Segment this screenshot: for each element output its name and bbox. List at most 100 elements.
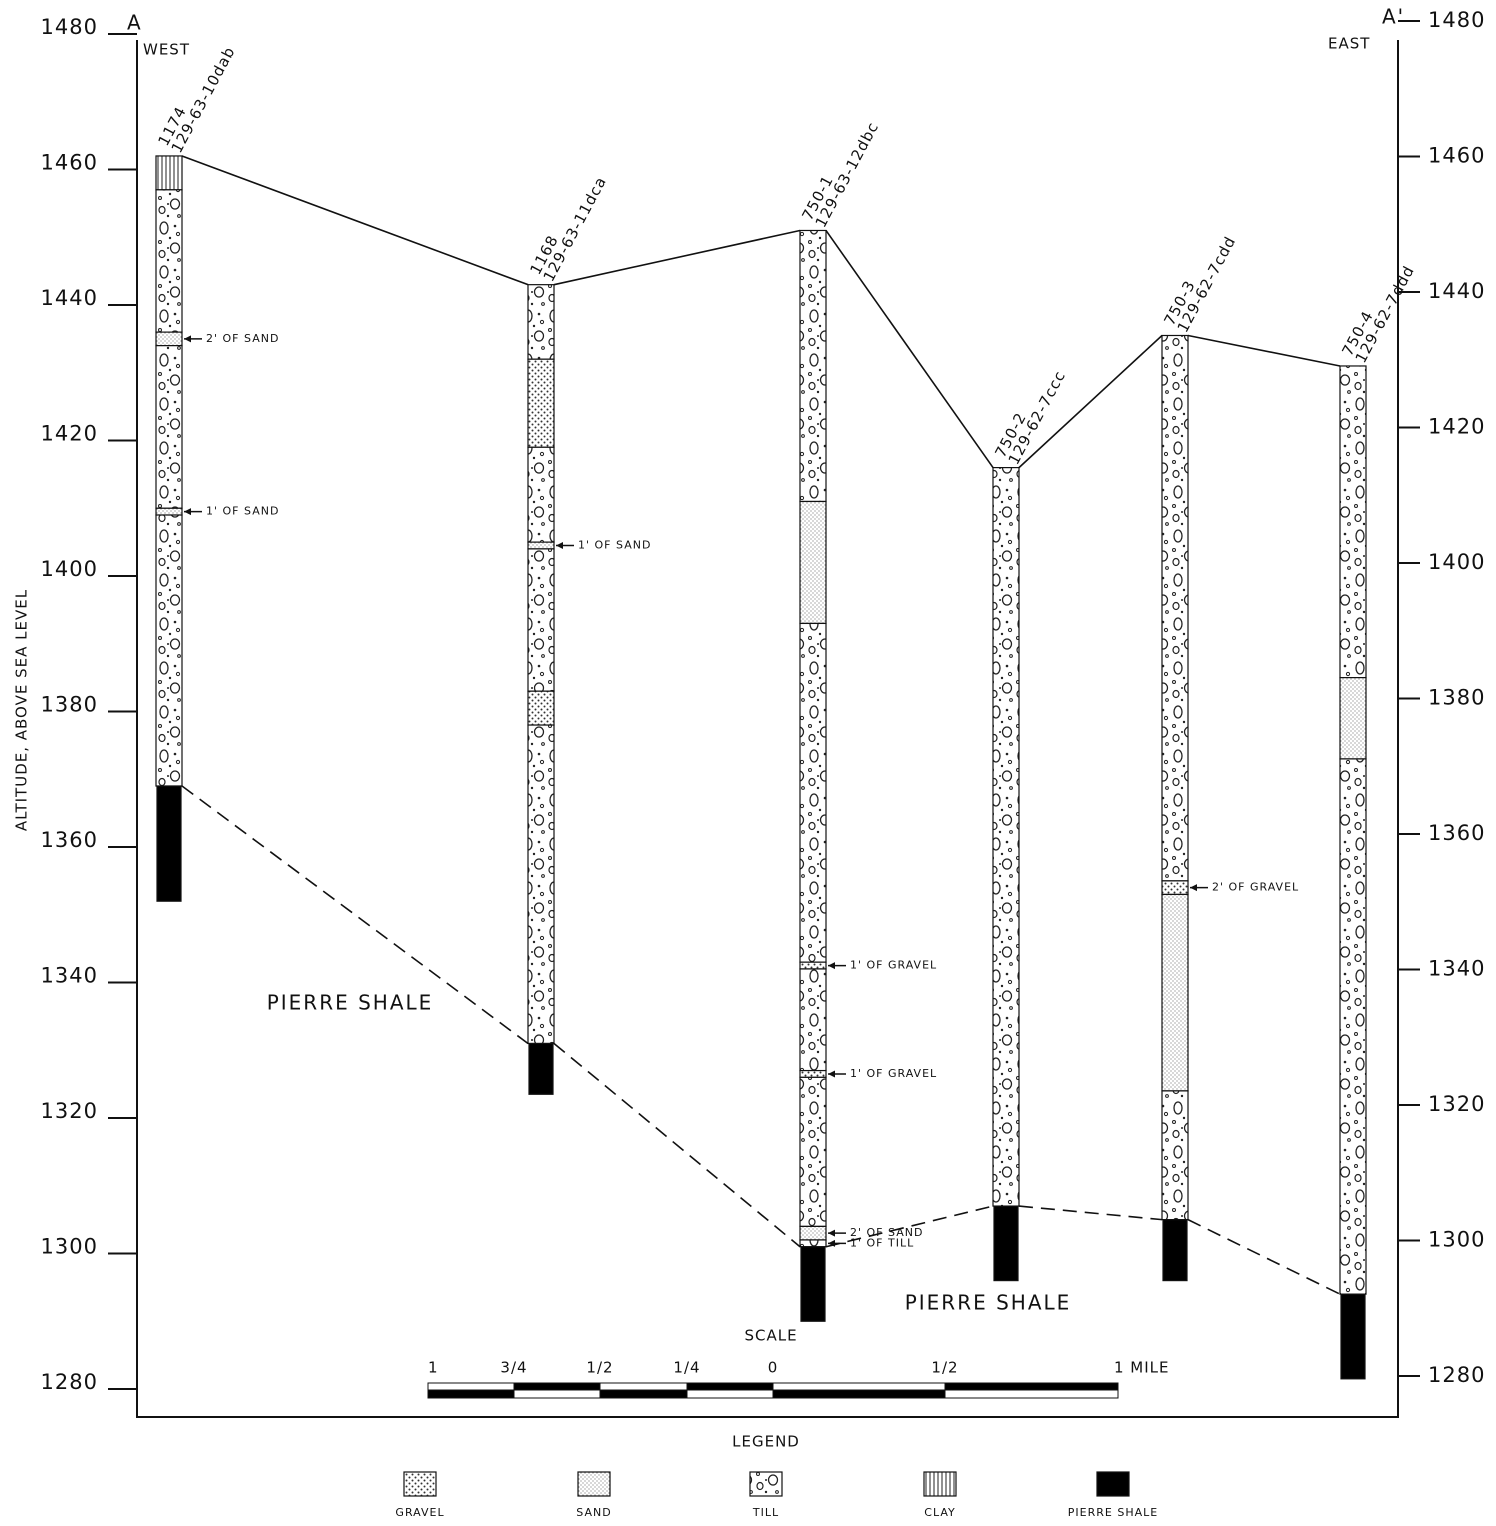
scale-label: 1/2: [586, 1359, 613, 1377]
shale-contact-line: [1188, 1220, 1340, 1295]
layer-till: [1162, 335, 1188, 880]
tick-label: 1480: [41, 15, 98, 39]
tick-label: 1320: [41, 1099, 98, 1123]
land-surface-line: [554, 230, 800, 284]
scale-label: 1: [428, 1359, 439, 1377]
tick-label: 1360: [41, 828, 98, 852]
formation-label: PIERRE SHALE: [905, 1291, 1072, 1315]
formation-label: PIERRE SHALE: [267, 991, 434, 1015]
layer-shale: [1163, 1220, 1187, 1281]
layer-till: [800, 623, 826, 962]
direction-label: WEST: [143, 41, 190, 59]
scale-title: SCALE: [744, 1327, 797, 1345]
scale-segment: [945, 1390, 1118, 1398]
shale-contact-line: [554, 1043, 800, 1246]
note-label: 1' OF SAND: [578, 539, 651, 552]
well-location: 129-63-10dab: [168, 43, 239, 156]
scale-label: 0: [768, 1359, 779, 1377]
land-surface-line: [182, 156, 528, 285]
section-letter: A': [1382, 5, 1405, 29]
layer-till: [800, 1077, 826, 1226]
layer-till: [156, 515, 182, 786]
tick-label: 1440: [1428, 279, 1485, 303]
well-label: 750-3129-62-7cdd: [1160, 226, 1239, 335]
layer-till: [156, 190, 182, 332]
note-label: 1' OF GRAVEL: [850, 1067, 937, 1080]
scale-label: 1 MILE: [1114, 1359, 1170, 1377]
note-arrowhead: [1190, 884, 1197, 891]
layer-gravel: [528, 359, 554, 447]
layer-till: [156, 346, 182, 509]
note-label: 2' OF SAND: [206, 332, 279, 345]
tick-label: 1480: [1428, 8, 1485, 32]
scale-segment: [514, 1390, 600, 1398]
layer-till: [528, 447, 554, 542]
tick-label: 1340: [41, 964, 98, 988]
tick-label: 1360: [1428, 821, 1485, 845]
legend-label: CLAY: [924, 1506, 955, 1519]
axis-label: ALTITUDE, ABOVE SEA LEVEL: [13, 589, 31, 831]
scale-segment: [428, 1383, 514, 1390]
legend-swatch: [1097, 1472, 1129, 1496]
layer-till: [800, 1240, 826, 1247]
layer-shale: [994, 1206, 1018, 1281]
layer-gravel: [800, 962, 826, 969]
legend-swatch: [578, 1472, 610, 1496]
scale-segment: [945, 1383, 1118, 1390]
layer-till: [1340, 366, 1366, 678]
tick-label: 1340: [1428, 957, 1485, 981]
layer-till: [993, 468, 1019, 1206]
scale-segment: [687, 1383, 773, 1390]
tick-label: 1440: [41, 286, 98, 310]
layer-shale: [157, 786, 181, 901]
cross-section: A WEST A' EAST ALTITUDE, ABOVE SEA LEVEL…: [0, 0, 1496, 1526]
note-arrowhead: [184, 508, 191, 515]
scale-label: 3/4: [500, 1359, 527, 1377]
legend-swatch: [750, 1472, 782, 1496]
legend-label: PIERRE SHALE: [1068, 1506, 1158, 1519]
layer-sand: [1162, 894, 1188, 1090]
layer-sand: [800, 501, 826, 623]
legend-label: GRAVEL: [395, 1506, 444, 1519]
layer-sand: [1340, 678, 1366, 759]
layer-sand: [156, 332, 182, 346]
note-arrowhead: [556, 542, 563, 549]
tick-label: 1420: [41, 422, 98, 446]
scale-label: 1/4: [673, 1359, 700, 1377]
tick-label: 1380: [1428, 686, 1485, 710]
layer-gravel: [800, 1071, 826, 1078]
layer-till: [1340, 759, 1366, 1294]
layer-gravel: [528, 691, 554, 725]
frame-lines: [137, 40, 1398, 1417]
legend-label: SAND: [576, 1506, 611, 1519]
tick-label: 1300: [1428, 1228, 1485, 1252]
note-label: 2' OF GRAVEL: [1212, 881, 1299, 894]
layer-shale: [801, 1247, 825, 1322]
scale-segment: [773, 1383, 945, 1390]
tick-label: 1280: [41, 1370, 98, 1394]
scale-segment: [428, 1390, 514, 1398]
layer-gravel: [1162, 881, 1188, 895]
layer-till: [800, 969, 826, 1071]
legend-title: LEGEND: [732, 1433, 800, 1451]
layer-till: [528, 549, 554, 691]
layer-shale: [1341, 1294, 1365, 1379]
land-surface-line: [826, 230, 993, 467]
legend-swatch: [924, 1472, 956, 1496]
tick-label: 1280: [1428, 1363, 1485, 1387]
note-arrowhead: [828, 1230, 835, 1237]
note-arrowhead: [828, 962, 835, 969]
note-label: 1' OF SAND: [206, 505, 279, 518]
tick-label: 1460: [1428, 144, 1485, 168]
note-label: 1' OF GRAVEL: [850, 959, 937, 972]
direction-label: EAST: [1328, 35, 1370, 53]
layer-till: [528, 725, 554, 1043]
legend-swatch: [404, 1472, 436, 1496]
layer-till: [528, 285, 554, 360]
scale-label: 1/2: [931, 1359, 958, 1377]
tick-label: 1320: [1428, 1092, 1485, 1116]
